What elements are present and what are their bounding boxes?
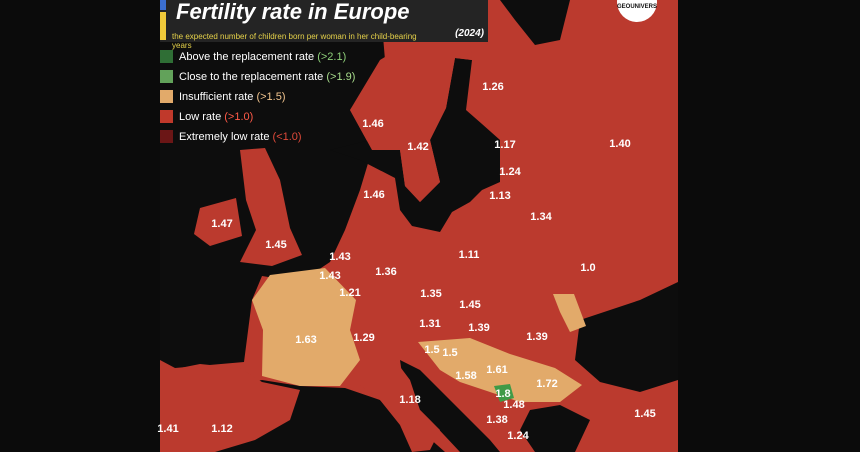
country-rate: 1.58 bbox=[455, 370, 476, 382]
black-sea bbox=[575, 282, 678, 392]
country-rate: 1.13 bbox=[489, 190, 510, 202]
legend-swatch bbox=[160, 90, 173, 103]
legend-label: Extremely low rate (<1.0) bbox=[179, 131, 302, 143]
ireland bbox=[194, 198, 242, 246]
spain bbox=[160, 364, 300, 452]
country-rate: 1.26 bbox=[482, 81, 503, 93]
country-rate: 1.36 bbox=[375, 266, 396, 278]
country-rate: 1.0 bbox=[580, 262, 595, 274]
country-rate: 1.45 bbox=[459, 299, 480, 311]
country-rate: 1.45 bbox=[265, 239, 286, 251]
legend-label: Close to the replacement rate (>1.9) bbox=[179, 71, 355, 83]
france bbox=[252, 268, 360, 386]
legend-threshold: (>1.9) bbox=[326, 71, 355, 83]
legend-swatch bbox=[160, 50, 173, 63]
moldova bbox=[553, 294, 586, 332]
country-rate: 1.38 bbox=[486, 414, 507, 426]
uk bbox=[240, 148, 302, 266]
adriatic-aegean bbox=[400, 360, 500, 452]
country-rate: 1.11 bbox=[459, 249, 480, 261]
country-rate: 1.24 bbox=[499, 166, 521, 178]
legend-threshold: (>1.0) bbox=[224, 111, 253, 123]
legend-label: Low rate (>1.0) bbox=[179, 111, 253, 123]
scandinavia bbox=[350, 30, 472, 202]
country-rate: 1.61 bbox=[486, 364, 507, 376]
legend-text: Above the replacement rate bbox=[179, 51, 317, 63]
legend-threshold: (<1.0) bbox=[273, 131, 302, 143]
legend-swatch bbox=[160, 130, 173, 143]
legend-text: Extremely low rate bbox=[179, 131, 273, 143]
legend-text: Low rate bbox=[179, 111, 224, 123]
title-panel bbox=[160, 0, 488, 42]
country-rate: 1.35 bbox=[420, 288, 441, 300]
country-rate: 1.39 bbox=[468, 322, 489, 334]
legend-label: Above the replacement rate (>2.1) bbox=[179, 51, 346, 63]
brand-logo bbox=[617, 0, 657, 22]
legend-text: Close to the replacement rate bbox=[179, 71, 326, 83]
country-rate: 1.48 bbox=[503, 399, 524, 411]
country-rate: 1.24 bbox=[507, 430, 529, 442]
subtitle: the expected number of children born per… bbox=[172, 32, 417, 50]
kosovo bbox=[494, 384, 514, 402]
country-rate: 1.42 bbox=[407, 141, 428, 153]
country-rate: 1.8 bbox=[495, 388, 510, 400]
aegean bbox=[520, 405, 590, 452]
arctic-sea bbox=[500, 0, 570, 45]
labels: 1.26 1.46 1.42 1.17 1.40 1.24 1.46 1.13 1.34 1.47… bbox=[157, 81, 655, 442]
subtitle-box: the expected number of children born per… bbox=[172, 32, 417, 50]
country-rate: 1.47 bbox=[211, 218, 232, 230]
country-rate: 1.72 bbox=[536, 378, 557, 390]
country-rate: 1.45 bbox=[634, 408, 655, 420]
country-rate: 1.40 bbox=[609, 138, 630, 150]
legend-threshold: (>2.1) bbox=[317, 51, 346, 63]
country-rate: 1.63 bbox=[295, 334, 316, 346]
flag-yellow bbox=[160, 12, 166, 40]
country-rate: 1.34 bbox=[530, 211, 552, 223]
country-rate: 1.43 bbox=[329, 251, 350, 263]
legend-swatch bbox=[160, 70, 173, 83]
country-rate: 1.5 bbox=[424, 344, 439, 356]
country-rate: 1.46 bbox=[363, 189, 384, 201]
legend-threshold: (>1.5) bbox=[256, 91, 285, 103]
year: (2024) bbox=[455, 28, 485, 39]
country-rate: 1.41 bbox=[157, 423, 178, 435]
country-rate: 1.17 bbox=[494, 139, 515, 151]
legend: Above the replacement rate (>2.1) Close t… bbox=[160, 50, 355, 143]
country-rate: 1.12 bbox=[211, 423, 232, 435]
brand: GEOUNIVERS bbox=[617, 4, 657, 10]
north-sea-baltic bbox=[330, 58, 500, 232]
country-rate: 1.21 bbox=[339, 287, 360, 299]
country-rate: 1.29 bbox=[353, 332, 374, 344]
country-rate: 1.18 bbox=[399, 394, 420, 406]
country-rate: 1.43 bbox=[319, 270, 340, 282]
title: Fertility rate in Europe bbox=[176, 0, 410, 24]
balkans bbox=[418, 338, 582, 402]
legend-label: Insufficient rate (>1.5) bbox=[179, 91, 286, 103]
legend-swatch bbox=[160, 110, 173, 123]
country-rate: 1.5 bbox=[442, 347, 457, 359]
country-rate: 1.39 bbox=[526, 331, 547, 343]
italy bbox=[360, 358, 440, 452]
country-rate: 1.31 bbox=[419, 318, 440, 330]
country-rate: 1.46 bbox=[362, 118, 383, 130]
legend-text: Insufficient rate bbox=[179, 91, 256, 103]
flag-blue bbox=[160, 0, 166, 10]
